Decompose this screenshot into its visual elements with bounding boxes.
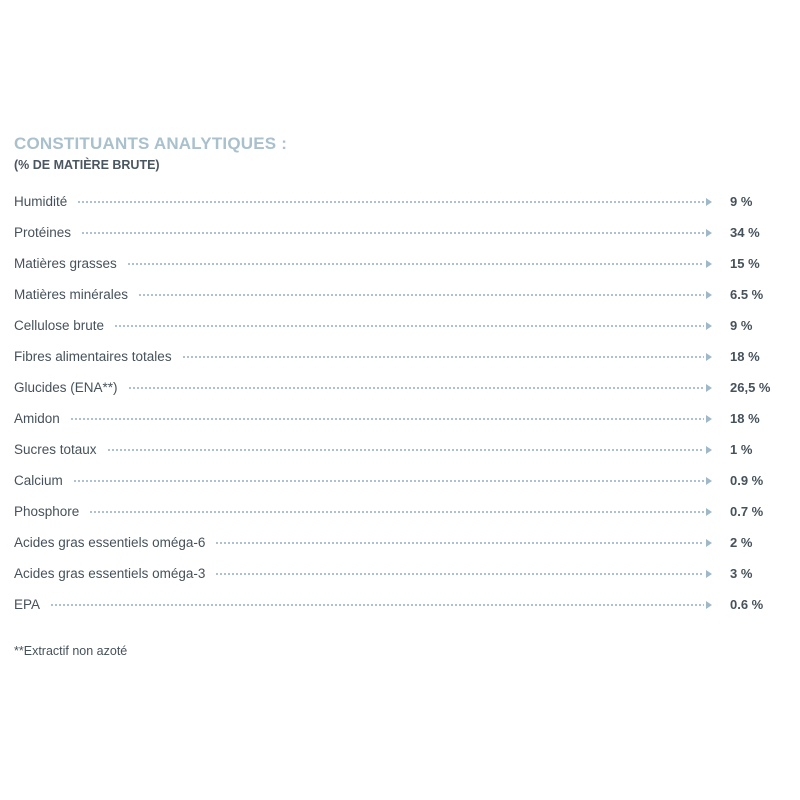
leader-dots (127, 386, 704, 389)
constituent-row: Cellulose brute 9 % (14, 310, 774, 341)
constituent-row: Acides gras essentiels oméga-6 2 % (14, 527, 774, 558)
constituent-label: Cellulose brute (14, 318, 105, 333)
constituent-row: Phosphore 0.7 % (14, 496, 774, 527)
leader-dots (126, 262, 704, 265)
constituent-label: Sucres totaux (14, 442, 97, 457)
dotted-leader (77, 197, 712, 206)
constituent-value: 3 % (730, 566, 753, 581)
constituent-row: Sucres totaux 1 % (14, 434, 774, 465)
leader-dots (215, 541, 704, 544)
leader-dots (77, 200, 704, 203)
constituent-value: 26,5 % (730, 380, 771, 395)
arrow-right-icon (706, 383, 712, 392)
constituent-row: Humidité 9 % (14, 186, 774, 217)
constituent-value: 18 % (730, 349, 760, 364)
leader-dots (69, 417, 704, 420)
leader-dots (106, 448, 704, 451)
dotted-leader (138, 290, 712, 299)
arrow-right-icon (706, 414, 712, 423)
constituent-value: 1 % (730, 442, 753, 457)
arrow-right-icon (706, 538, 712, 547)
constituent-value: 0.6 % (730, 597, 764, 612)
constituent-value: 15 % (730, 256, 760, 271)
dotted-leader (69, 414, 712, 423)
dotted-leader (215, 569, 712, 578)
constituent-value: 0.9 % (730, 473, 764, 488)
arrow-right-icon (706, 569, 712, 578)
constituent-row: Protéines 34 % (14, 217, 774, 248)
constituent-value: 2 % (730, 535, 753, 550)
constituent-row: Glucides (ENA**) 26,5 % (14, 372, 774, 403)
constituent-row: Amidon 18 % (14, 403, 774, 434)
constituents-list: Humidité 9 % Protéines 34 % Matières grasses… (14, 186, 774, 620)
dotted-leader (126, 259, 712, 268)
constituent-value: 9 % (730, 194, 753, 209)
dotted-leader (81, 228, 712, 237)
leader-dots (138, 293, 704, 296)
arrow-right-icon (706, 197, 712, 206)
arrow-right-icon (706, 507, 712, 516)
arrow-right-icon (706, 600, 712, 609)
constituent-label: Acides gras essentiels oméga-6 (14, 535, 206, 550)
dotted-leader (72, 476, 712, 485)
constituent-label: Humidité (14, 194, 68, 209)
analytical-constituents-panel: CONSTITUANTS ANALYTIQUES : (% DE MATIÈRE… (14, 133, 774, 658)
footnote: **Extractif non azoté (14, 644, 128, 658)
leader-dots (81, 231, 704, 234)
leader-dots (50, 603, 704, 606)
leader-dots (181, 355, 704, 358)
dotted-leader (50, 600, 712, 609)
dotted-leader (181, 352, 712, 361)
leader-dots (114, 324, 704, 327)
section-subtitle: (% DE MATIÈRE BRUTE) (14, 158, 160, 172)
constituent-row: Fibres alimentaires totales 18 % (14, 341, 774, 372)
constituent-label: EPA (14, 597, 41, 612)
arrow-right-icon (706, 476, 712, 485)
arrow-right-icon (706, 352, 712, 361)
dotted-leader (114, 321, 712, 330)
constituent-row: Calcium 0.9 % (14, 465, 774, 496)
arrow-right-icon (706, 445, 712, 454)
constituent-label: Protéines (14, 225, 72, 240)
constituent-value: 6.5 % (730, 287, 764, 302)
constituent-value: 18 % (730, 411, 760, 426)
leader-dots (215, 572, 704, 575)
arrow-right-icon (706, 321, 712, 330)
constituent-label: Phosphore (14, 504, 80, 519)
constituent-label: Matières minérales (14, 287, 129, 302)
dotted-leader (106, 445, 712, 454)
constituent-value: 0.7 % (730, 504, 764, 519)
constituent-label: Matières grasses (14, 256, 117, 271)
constituent-label: Amidon (14, 411, 60, 426)
arrow-right-icon (706, 228, 712, 237)
constituent-label: Glucides (ENA**) (14, 380, 118, 395)
constituent-label: Calcium (14, 473, 63, 488)
leader-dots (89, 510, 704, 513)
arrow-right-icon (706, 290, 712, 299)
leader-dots (72, 479, 704, 482)
dotted-leader (215, 538, 712, 547)
constituent-row: Matières minérales 6.5 % (14, 279, 774, 310)
arrow-right-icon (706, 259, 712, 268)
constituent-value: 9 % (730, 318, 753, 333)
constituent-row: EPA 0.6 % (14, 589, 774, 620)
dotted-leader (127, 383, 712, 392)
constituent-label: Fibres alimentaires totales (14, 349, 172, 364)
constituent-row: Matières grasses 15 % (14, 248, 774, 279)
section-title: CONSTITUANTS ANALYTIQUES : (14, 134, 288, 153)
constituent-label: Acides gras essentiels oméga-3 (14, 566, 206, 581)
constituent-row: Acides gras essentiels oméga-3 3 % (14, 558, 774, 589)
dotted-leader (89, 507, 712, 516)
constituent-value: 34 % (730, 225, 760, 240)
